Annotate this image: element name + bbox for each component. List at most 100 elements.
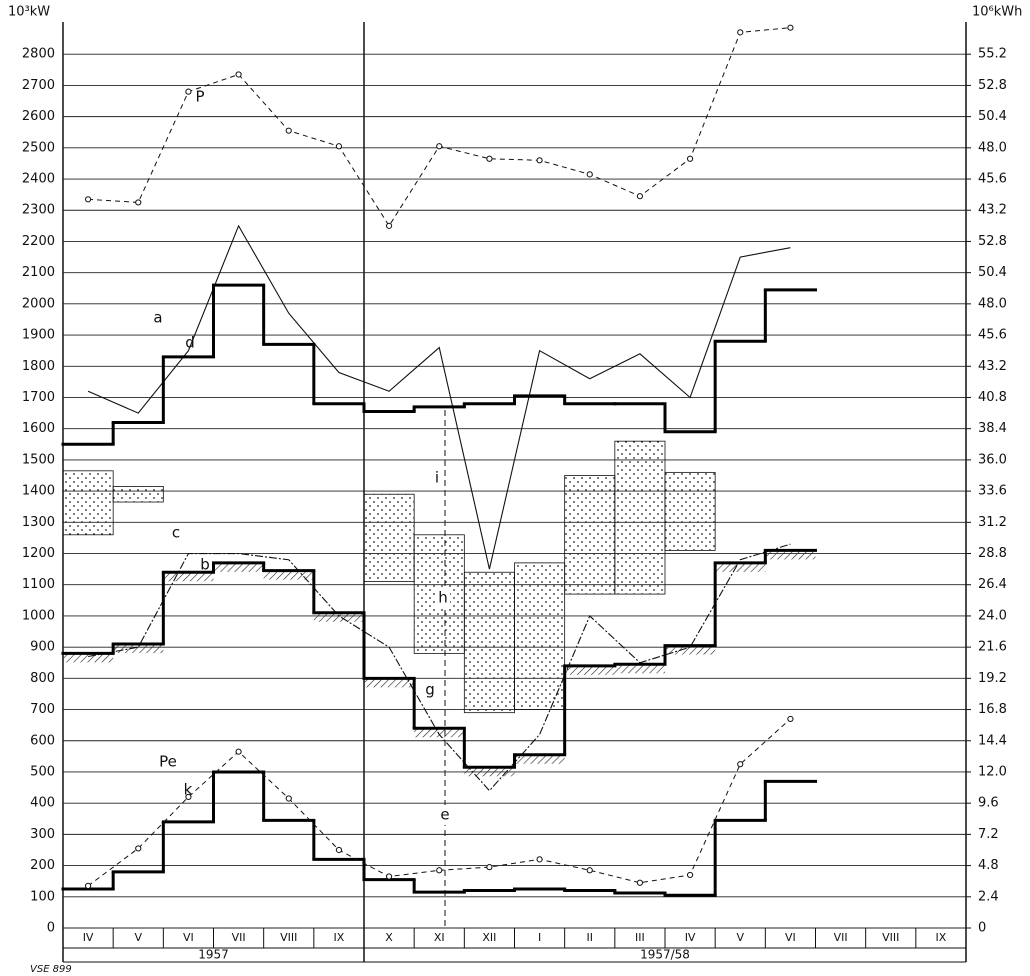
point bbox=[235, 71, 242, 78]
y-tick-label: 500 bbox=[30, 764, 55, 779]
x-tick-label: IX bbox=[936, 931, 947, 944]
point bbox=[486, 864, 493, 871]
point bbox=[586, 867, 593, 874]
point bbox=[436, 867, 443, 874]
dashed-line bbox=[87, 718, 791, 887]
y-tick-label: 100 bbox=[30, 889, 55, 904]
point bbox=[686, 871, 694, 879]
annotation: i bbox=[435, 469, 439, 487]
x-tick-label: VI bbox=[785, 931, 796, 944]
hatch bbox=[665, 645, 716, 655]
point bbox=[84, 882, 92, 889]
y2-tick-label: 12.0 bbox=[978, 764, 1007, 779]
y-tick-label: 1600 bbox=[22, 421, 55, 436]
annotation: h bbox=[438, 589, 448, 607]
dotted-band bbox=[564, 475, 616, 595]
year-label: 1957 bbox=[198, 948, 229, 962]
hatch bbox=[514, 754, 565, 764]
hatch bbox=[163, 572, 214, 582]
series-label: c bbox=[172, 524, 180, 542]
hatch bbox=[113, 644, 164, 654]
y-tick-label: 2300 bbox=[22, 203, 55, 218]
y-tick-label: 2700 bbox=[22, 78, 55, 93]
dotted-band bbox=[664, 471, 716, 551]
point bbox=[335, 846, 343, 854]
x-tick-label: XI bbox=[434, 931, 445, 944]
point bbox=[536, 157, 543, 164]
point bbox=[135, 199, 142, 206]
hatch bbox=[213, 562, 264, 572]
year-label: 1957/58 bbox=[640, 948, 690, 962]
y2-tick-label: 24.0 bbox=[978, 608, 1007, 623]
y-tick-label: 2400 bbox=[22, 172, 55, 187]
y2-tick-label: 31.2 bbox=[978, 515, 1007, 530]
y2-tick-label: 16.8 bbox=[978, 702, 1007, 717]
y-tick-label: 1200 bbox=[22, 546, 55, 561]
y-tick-label: 800 bbox=[30, 671, 55, 686]
dotted-band bbox=[112, 486, 164, 503]
point bbox=[486, 155, 493, 162]
y-axis-label: 10³kW bbox=[8, 5, 50, 20]
point bbox=[737, 761, 744, 768]
annotation-bg bbox=[436, 588, 450, 608]
y2-upper-tick-label: 50.4 bbox=[978, 109, 1007, 124]
plot: 0 100 200 300 400 500 600 700 800 900 1000 1100 1200… bbox=[22, 24, 1007, 962]
hatch bbox=[414, 728, 465, 738]
y2-tick-label: 33.6 bbox=[978, 484, 1007, 499]
series-label: b bbox=[200, 556, 210, 574]
point bbox=[436, 143, 443, 150]
dotted-band bbox=[614, 440, 666, 595]
y-tick-label: 200 bbox=[30, 858, 55, 873]
y2-tick-label: 14.4 bbox=[978, 733, 1007, 748]
y2-upper-tick-label: 48.0 bbox=[978, 140, 1007, 155]
hatch bbox=[614, 664, 665, 674]
point bbox=[636, 193, 644, 200]
x-tick-label: VII bbox=[834, 931, 848, 944]
curve bbox=[87, 224, 791, 570]
x-tick-label: IV bbox=[83, 931, 94, 944]
y2-tick-label: 9.6 bbox=[978, 796, 999, 811]
point bbox=[385, 222, 393, 229]
point bbox=[787, 715, 794, 723]
point bbox=[536, 856, 543, 863]
annotation-bg bbox=[423, 680, 437, 700]
annotation-bg bbox=[430, 468, 444, 488]
x-tick-label: I bbox=[538, 931, 541, 944]
point bbox=[285, 127, 292, 134]
y-tick-label: 2100 bbox=[22, 265, 55, 280]
series-label: k bbox=[184, 781, 193, 799]
annotation: e bbox=[440, 806, 449, 824]
point bbox=[385, 873, 393, 880]
y2-tick-label: 52.8 bbox=[978, 234, 1007, 249]
x-tick-label: VI bbox=[183, 931, 194, 944]
series-label: d bbox=[185, 334, 195, 352]
x-tick-label: VIII bbox=[882, 931, 899, 944]
y-tick-label: 2500 bbox=[22, 140, 55, 155]
y-tick-label: 1500 bbox=[22, 452, 55, 467]
y-tick-label: 600 bbox=[30, 733, 55, 748]
y-tick-label: 300 bbox=[30, 827, 55, 842]
point bbox=[335, 143, 343, 150]
point bbox=[185, 88, 192, 95]
series-label: P bbox=[195, 88, 204, 106]
series-label: Pe bbox=[159, 753, 177, 771]
x-tick-label: IV bbox=[685, 931, 696, 944]
x-tick-label: II bbox=[587, 931, 594, 944]
point bbox=[787, 24, 794, 31]
y2-upper-tick-label: 55.2 bbox=[978, 47, 1007, 62]
y2-tick-label: 2.4 bbox=[978, 889, 999, 904]
hatch bbox=[564, 665, 615, 675]
y2-tick-label: 36.0 bbox=[978, 452, 1007, 467]
hatch bbox=[715, 562, 766, 572]
point bbox=[586, 171, 593, 178]
x-tick-label: V bbox=[134, 931, 142, 944]
x-tick-label: VIII bbox=[280, 931, 297, 944]
y2-axis-label: 10⁶kWh bbox=[972, 5, 1022, 20]
x-tick-label: III bbox=[635, 931, 645, 944]
y-tick-label: 0 bbox=[47, 921, 55, 936]
x-tick-label: X bbox=[385, 931, 393, 944]
y2-tick-label: 19.2 bbox=[978, 671, 1007, 686]
hatch bbox=[364, 678, 415, 688]
